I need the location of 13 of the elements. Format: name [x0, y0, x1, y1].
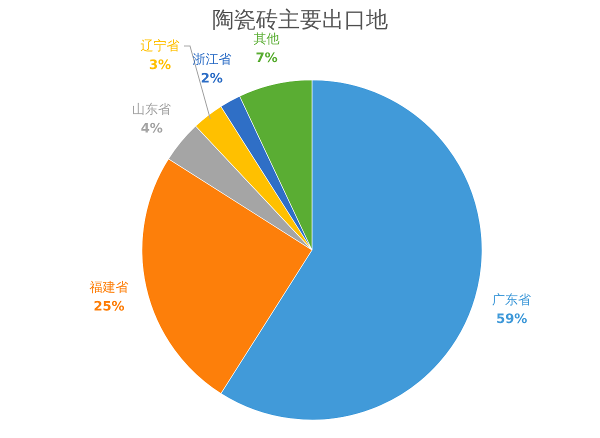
data-label: 25% [93, 299, 125, 314]
slice-label: 辽宁省 [140, 38, 180, 54]
data-label: 59% [496, 312, 528, 328]
data-label: 4% [140, 121, 163, 136]
data-label: 7% [256, 51, 278, 66]
data-label: 2% [200, 72, 223, 87]
slice-label: 福建省 [90, 280, 129, 296]
chart-title: 陶瓷砖主要出口地 [212, 8, 388, 33]
slice-label: 山东省 [132, 102, 172, 118]
slice-label: 广东省 [492, 293, 532, 308]
data-label: 3% [148, 58, 172, 74]
slice-label: 浙江省 [192, 52, 232, 68]
slice-label: 其他 [254, 32, 280, 48]
